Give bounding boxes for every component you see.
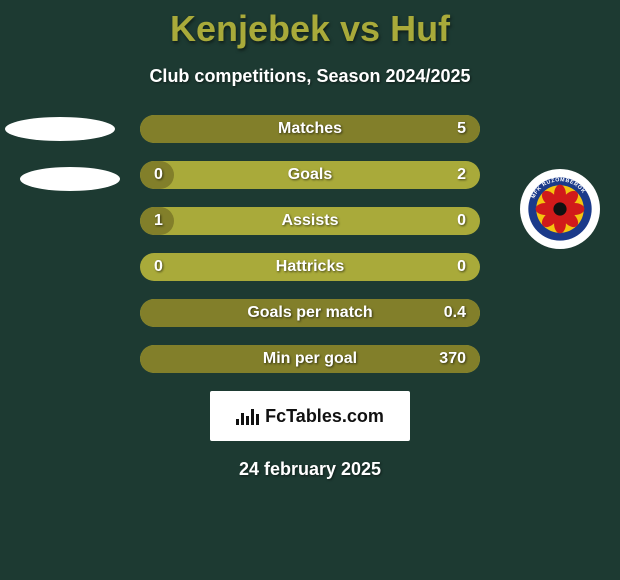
stat-label: Hattricks [276,258,344,276]
stat-row: 0 Goals 2 [140,161,480,189]
stat-value-right: 0.4 [444,304,466,322]
player-left-placeholder-1 [5,117,115,141]
stats-area: MFK RUŽOMBEROK Matches50Goals21Assists00… [0,115,620,373]
stat-row: 0 Hattricks 0 [140,253,480,281]
stat-label: Goals per match [247,304,372,322]
page-title: Kenjebek vs Huf [170,8,450,50]
ruzomberok-badge-icon: MFK RUŽOMBEROK [527,176,593,242]
brand-text: FcTables.com [265,406,384,427]
bars-icon [236,407,259,425]
stat-row: Min per goal 370 [140,345,480,373]
stat-label: Matches [278,120,342,138]
stat-value-left: 0 [154,166,163,184]
stat-value-right: 5 [457,120,466,138]
stat-value-left: 0 [154,258,163,276]
stat-label: Assists [282,212,339,230]
player-left-placeholder-2 [20,167,120,191]
stat-rows: Matches 5 0 Goals 2 1 Assists 0 0 Hattricks 0 Goals… [140,115,480,373]
stat-value-right: 0 [457,212,466,230]
stat-value-right: 0 [457,258,466,276]
stat-value-left: 1 [154,212,163,230]
brand-box[interactable]: FcTables.com [210,391,410,441]
stat-value-right: 370 [439,350,466,368]
stat-row: Goals per match 0.4 [140,299,480,327]
stat-row: Matches 5 [140,115,480,143]
stat-label: Goals [288,166,332,184]
stat-label: Min per goal [263,350,357,368]
page-subtitle: Club competitions, Season 2024/2025 [149,66,470,87]
stat-row: 1 Assists 0 [140,207,480,235]
comparison-card: Kenjebek vs Huf Club competitions, Seaso… [0,0,620,580]
date-text: 24 february 2025 [239,459,381,480]
club-badge-right: MFK RUŽOMBEROK [520,169,600,249]
stat-value-right: 2 [457,166,466,184]
